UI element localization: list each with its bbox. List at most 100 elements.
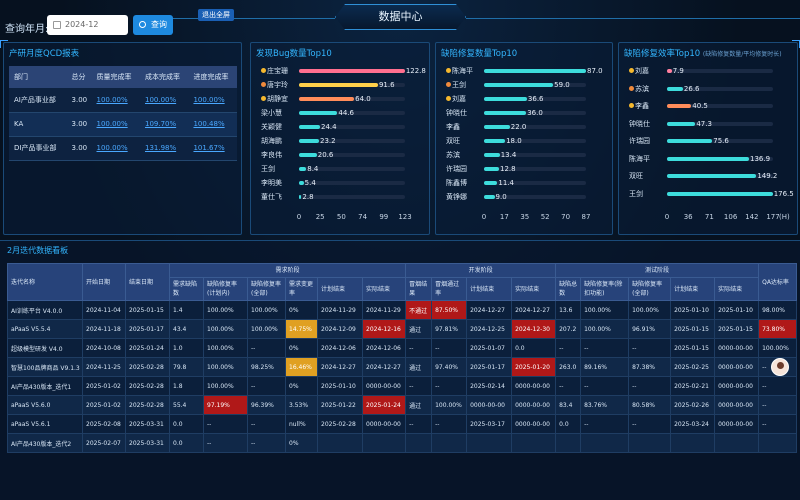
col-header: 缺陷修复率(全部) — [628, 277, 672, 301]
bar-track — [667, 86, 773, 91]
qcd-progress-link[interactable]: 100.48% — [193, 120, 225, 128]
bar-row: 苏滨 13.4 — [446, 151, 610, 160]
bar-label-text: 胡海鹏 — [261, 137, 282, 145]
table-cell: 2025-01-20 — [511, 357, 557, 377]
bar-label-text: 双旺 — [629, 172, 643, 180]
iteration-board: 2月迭代数据看板 迭代名称 开始日期 结束日期 需求阶段 开发阶段 测试阶段 Q… — [0, 240, 800, 500]
table-cell: -- — [431, 414, 468, 434]
bar — [299, 125, 321, 129]
bar-label-text: 李良伟 — [261, 151, 282, 159]
bar-row: 许瑞园 12.8 — [446, 165, 610, 174]
query-button[interactable]: 查询 — [133, 15, 173, 35]
table-cell: 0.0 — [169, 433, 204, 453]
assistant-avatar[interactable] — [771, 358, 789, 376]
qcd-panel-title: 产研月度QCD报表 — [9, 49, 80, 59]
col-header: 需求变更率 — [285, 277, 318, 301]
bar-label-text: 陈鑫博 — [446, 179, 467, 187]
table-cell: 100.00% — [431, 395, 468, 415]
table-cell: -- — [580, 338, 630, 358]
table-cell: -- — [580, 414, 630, 434]
x-tick-label: 142 — [745, 213, 759, 221]
table-cell: 87.38% — [628, 357, 672, 377]
table-cell: 16.46% — [285, 357, 318, 377]
col-header: 开始日期 — [82, 263, 126, 301]
medal-icon — [629, 68, 634, 73]
bar-label-text: 王剑 — [261, 165, 275, 173]
bar-label: 许瑞园 — [629, 137, 667, 146]
table-cell: -- — [580, 376, 630, 396]
table-cell — [555, 433, 582, 453]
bar-label: 王剑 — [261, 165, 299, 174]
bar-track — [484, 139, 586, 143]
table-cell: 2025-01-15 — [125, 300, 170, 320]
bar-row: 双旺 149.2 — [629, 172, 797, 181]
qcd-quality-link[interactable]: 100.00% — [96, 120, 128, 128]
qcd-cost-link[interactable]: 131.98% — [144, 144, 177, 152]
table-cell: 智慧100品牌商品 V9.1.3 — [7, 357, 83, 377]
bar-label: 胡静宜 — [261, 95, 299, 104]
medal-icon — [261, 96, 266, 101]
qcd-progress-link[interactable]: 100.00% — [193, 95, 225, 104]
bar-value-label: 64.0 — [355, 95, 371, 103]
bar — [299, 97, 355, 101]
bar-row: 关颖健 24.4 — [261, 123, 429, 132]
table-cell: 2025-02-28 — [125, 376, 170, 396]
table-cell: aPaaS V5.6.0 — [7, 395, 83, 415]
qcd-header: 总分 — [66, 66, 92, 88]
table-cell: 0000-00-00 — [714, 414, 760, 434]
table-cell: 0000-00-00 — [361, 376, 407, 396]
table-cell: 2025-01-24 — [125, 338, 170, 358]
table-cell: 100.00% — [203, 357, 248, 377]
table-cell: 100.00% — [203, 338, 248, 358]
iteration-group-header-row: 迭代名称 开始日期 结束日期 需求阶段 开发阶段 测试阶段 QA达标率 — [7, 263, 798, 301]
table-row: 智慧100品牌商品 V9.1.3 2024-11-25 2025-02-28 79.8… — [7, 357, 798, 377]
defect-fix-count-chart: 陈海平 87.0 王剑 59.0 刘嘉 36.6 钟晓仕 36.0 李鑫 22.0 双旺 18.0 苏滨… — [446, 67, 610, 221]
bar — [667, 174, 757, 178]
qcd-cost-link[interactable]: 109.70% — [144, 120, 177, 128]
table-row: 超级模型研发 V4.0 2024-10-08 2025-01-24 1.0 100.00… — [7, 338, 798, 358]
bug-found-panel: 发现Bug数量Top10 庄宝珊 122.8 唐宇玲 91.6 胡静宜 64.0 梁小慧 44… — [250, 42, 430, 235]
table-cell — [714, 433, 760, 453]
table-cell: 0000-00-00 — [361, 414, 407, 434]
bar-label-text: 李明美 — [261, 179, 282, 187]
group-header-demand: 需求阶段 — [168, 263, 407, 278]
x-tick-label: 71 — [704, 213, 714, 221]
bar-track — [299, 69, 405, 73]
table-cell: 0000-00-00 — [714, 395, 760, 415]
qcd-quality-link[interactable]: 100.00% — [96, 95, 128, 104]
bar-label-text: 钟晓仕 — [446, 109, 467, 117]
table-cell: 89.16% — [580, 357, 630, 377]
bar — [484, 139, 506, 143]
table-cell — [511, 433, 557, 453]
qcd-cost-link[interactable]: 100.00% — [144, 95, 177, 104]
table-cell: 13.6 — [555, 300, 582, 320]
bar-row: 双旺 18.0 — [446, 137, 610, 146]
bar-value-label: 87.0 — [587, 67, 603, 75]
table-cell: 2025-02-21 — [670, 376, 716, 396]
table-cell: 0000-00-00 — [511, 376, 557, 396]
month-picker-input[interactable]: 2024-12 — [47, 15, 128, 35]
table-cell: 2024-11-04 — [82, 300, 126, 320]
bar-value-label: 2.8 — [302, 193, 314, 201]
col-header: 计划结束 — [317, 277, 363, 301]
bar-label-text: 庄宝珊 — [267, 67, 288, 75]
bar-label-text: 黄铮娜 — [446, 193, 467, 201]
bar-label-text: 苏滨 — [446, 151, 460, 159]
table-cell: 2025-02-07 — [82, 433, 126, 453]
defect-fix-efficiency-title-text: 缺陷修复效率Top10 — [624, 49, 701, 59]
col-header: 迭代名称 — [7, 263, 83, 301]
table-cell: 3.53% — [285, 395, 318, 415]
qcd-header: 质量完成率 — [91, 66, 140, 88]
bar-track — [484, 125, 586, 129]
bar-label: 苏滨 — [629, 85, 667, 94]
bar-row: 李鑫 22.0 — [446, 123, 610, 132]
exit-fullscreen-button[interactable]: 退出全屏 — [198, 9, 234, 21]
table-cell: 96.91% — [628, 319, 672, 339]
qcd-header: 部门 — [9, 66, 67, 88]
qcd-quality-link[interactable]: 100.00% — [96, 144, 128, 152]
defect-fix-efficiency-panel: 缺陷修复效率Top10 (缺陷修复数量/平均修复时长) 刘嘉 7.9 苏滨 26.6 李… — [618, 42, 798, 235]
table-cell: 2025-02-25 — [670, 357, 716, 377]
qcd-progress-link[interactable]: 101.67% — [193, 144, 225, 152]
bar-label: 陈海平 — [629, 155, 667, 164]
